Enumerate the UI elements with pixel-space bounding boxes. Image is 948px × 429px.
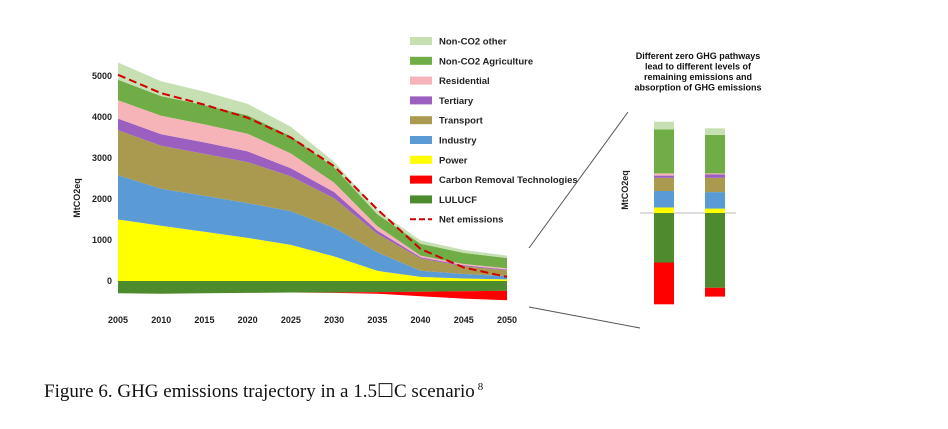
bar-1-segment-residential [654, 173, 674, 176]
bar-1-segment-lulucf [654, 213, 674, 263]
area-power [118, 219, 507, 281]
bar-1-segment-carbon-removal-technologies [654, 262, 674, 305]
bar-2-segment-carbon-removal-technologies [705, 287, 725, 297]
y-axis-label: MtCO2eq [72, 178, 82, 218]
legend-swatch-non-co2-agriculture [410, 56, 432, 65]
x-tick-label: 2020 [238, 315, 258, 325]
bar-2-segment-industry [705, 192, 725, 209]
y-tick-label: 0 [107, 276, 112, 286]
legend-label-industry: Industry [439, 136, 477, 147]
area-lulucf [118, 281, 507, 294]
annotation-line: Different zero GHG pathways [636, 51, 761, 61]
bar-2-segment-power [705, 208, 725, 213]
bar-1-segment-non-co2-other [654, 121, 674, 130]
chart-legend: Non-CO2 other Non-CO2 Agriculture Resident… [410, 37, 578, 226]
bar-1-segment-transport [654, 177, 674, 191]
y-tick-label: 5000 [92, 71, 112, 81]
bar-1-segment-non-co2-agriculture [654, 129, 674, 174]
bar-2-segment-lulucf [705, 213, 725, 288]
bar-2-segment-tertiary [705, 174, 725, 178]
legend-swatch-tertiary [410, 96, 432, 105]
annotation-line: lead to different levels of [645, 62, 752, 72]
x-tick-label: 2050 [497, 315, 517, 325]
area-industry [118, 175, 507, 280]
area-non-co2-agriculture [118, 79, 507, 269]
area-carbon-removal-technologies [118, 290, 507, 301]
zoom-connector-lines [528, 111, 641, 329]
legend-label-power: Power [439, 155, 468, 166]
line-net-emissions [117, 73, 508, 278]
bar-2-segment-transport [705, 177, 725, 193]
legend-label-lulucf: LULUCF [439, 195, 477, 206]
x-tick-label: 2015 [194, 315, 214, 325]
area-tertiary [118, 118, 507, 271]
legend-swatch-power [410, 155, 432, 164]
bar-2-segment-residential [705, 173, 725, 175]
bar-1-segment-power [654, 207, 674, 213]
legend-swatch-industry [410, 136, 432, 144]
legend-swatch-residential [410, 76, 432, 85]
legend-label-non-co2-agriculture: Non-CO2 Agriculture [439, 56, 533, 67]
y-tick-label: 4000 [92, 112, 112, 122]
x-tick-label: 2040 [411, 315, 431, 325]
legend-label-tertiary: Tertiary [439, 96, 474, 107]
legend-swatch-carbon-removal-technologies [410, 175, 432, 184]
area-non-co2-other [118, 62, 507, 258]
x-tick-label: 2045 [454, 315, 474, 325]
figure-caption: Figure 6. GHG emissions trajectory in a … [44, 380, 483, 403]
annotation-line: absorption of GHG emissions [634, 83, 761, 93]
legend-label-transport: Transport [439, 116, 484, 127]
connector-line-lower [528, 306, 641, 329]
side-y-axis-label: MtCO2eq [620, 170, 630, 210]
connector-line-upper [528, 111, 629, 249]
y-tick-label: 1000 [92, 235, 112, 245]
bar-1-segment-tertiary [654, 175, 674, 178]
bar-1-segment-industry [654, 191, 674, 208]
bar-2-segment-non-co2-other [705, 128, 725, 135]
caption-footnote: 8 [477, 381, 484, 393]
caption-text: Figure 6. GHG emissions trajectory in a … [44, 381, 475, 402]
pathway-bar-chart: MtCO2eq Different zero GHG pathways lead t… [620, 51, 762, 305]
annotation-line: remaining emissions and [644, 72, 752, 82]
pathway-annotation: Different zero GHG pathways lead to diffe… [634, 51, 761, 93]
y-tick-label: 3000 [92, 153, 112, 163]
area-transport [118, 130, 507, 277]
x-tick-label: 2030 [324, 315, 344, 325]
y-tick-label: 2000 [92, 194, 112, 204]
x-tick-label: 2010 [151, 315, 171, 325]
legend-swatch-transport [410, 116, 432, 125]
area-residential [118, 100, 507, 270]
main-area-chart: 0 1000 2000 3000 4000 5000 2005 2010 2015 2020 202… [72, 62, 517, 325]
bar-2-segment-non-co2-agriculture [705, 134, 725, 174]
legend-label-non-co2-other: Non-CO2 other [439, 37, 507, 48]
legend-label-carbon-removal-technologies: Carbon Removal Technologies [439, 175, 578, 186]
legend-label-residential: Residential [439, 76, 490, 87]
legend-swatch-non-co2-other [410, 37, 432, 45]
x-tick-label: 2025 [281, 315, 301, 325]
legend-swatch-lulucf [410, 195, 432, 204]
x-tick-label: 2035 [367, 315, 387, 325]
legend-label-net-emissions: Net emissions [439, 215, 503, 226]
x-tick-label: 2005 [108, 315, 128, 325]
